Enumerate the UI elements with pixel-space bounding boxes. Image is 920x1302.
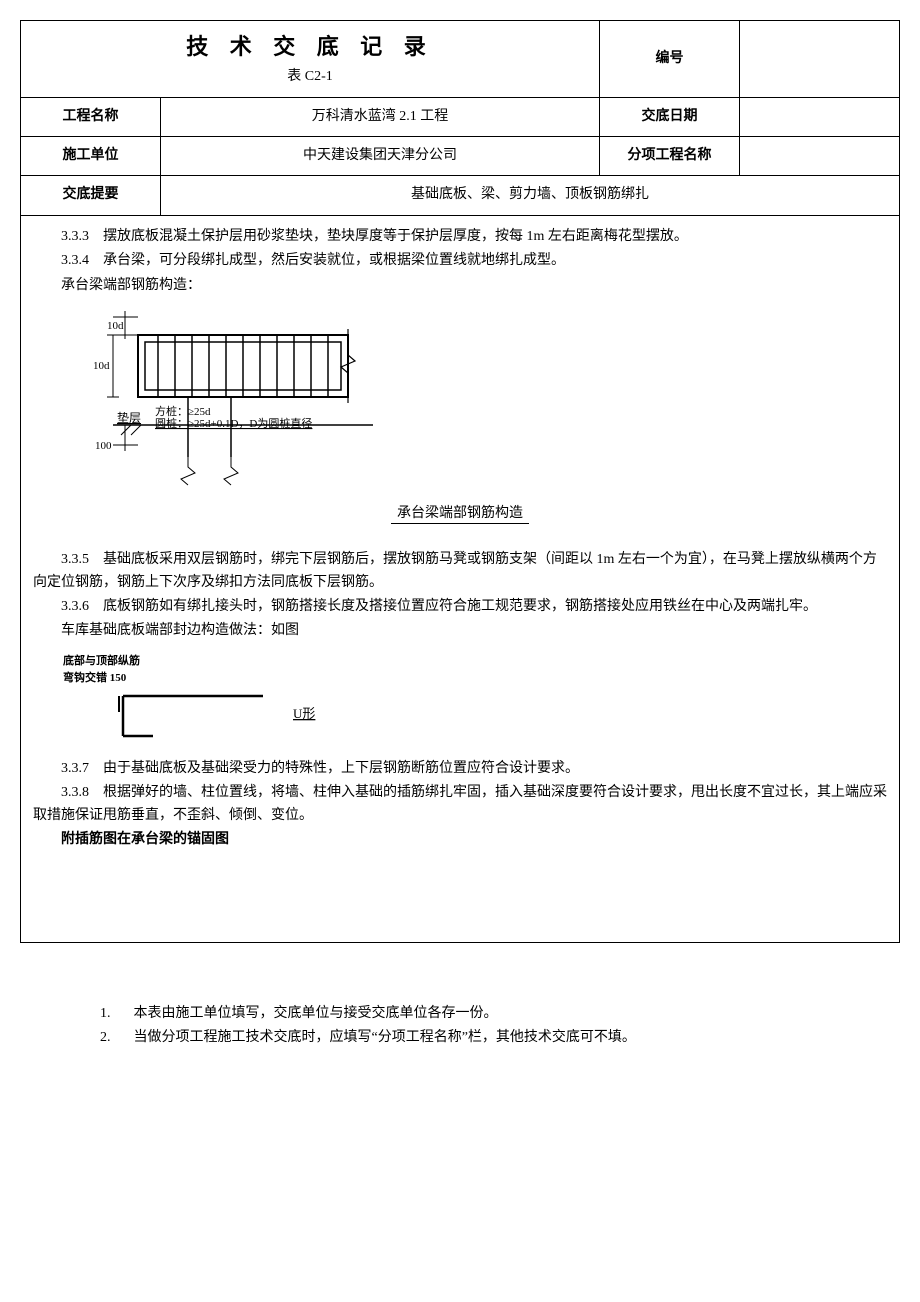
note1-text: 本表由施工单位填写，交底单位与接受交底单位各存一份。: [134, 1006, 498, 1021]
document-page: 技 术 交 底 记 录 表 C2-1 编号 工程名称 万科清水蓝湾 2.1 工程…: [20, 20, 900, 1049]
row2-value2: [740, 136, 900, 175]
note2-text: 当做分项工程施工技术交底时，应填写“分项工程名称”栏，其他技术交底可不填。: [134, 1030, 636, 1045]
row1-value2: [740, 97, 900, 136]
row2-value: 中天建设集团天津分公司: [161, 136, 600, 175]
u-shape-rebar-diagram-icon: U形: [63, 688, 363, 748]
para-338: 3.3.8 根据弹好的墙、柱位置线，将墙、柱伸入基础的插筋绑扎牢固，插入基础深度…: [33, 782, 887, 827]
footer-note-1: 1. 本表由施工单位填写，交底单位与接受交底单位各存一份。: [100, 1003, 900, 1025]
doc-title: 技 术 交 底 记 录: [33, 29, 587, 64]
content-cell: 3.3.3 摆放底板混凝土保护层用砂浆垫块，垫块厚度等于保护层厚度，按每 1m …: [21, 215, 900, 942]
row2-label: 施工单位: [21, 136, 161, 175]
table-code: 表 C2-1: [33, 66, 587, 88]
para-335: 3.3.5 基础底板采用双层钢筋时，绑完下层钢筋后，摆放钢筋马凳或钢筋支架（间距…: [33, 549, 887, 594]
content-spacer: [33, 854, 887, 934]
summary-label: 交底提要: [21, 176, 161, 215]
dim-left: 10d: [93, 360, 110, 372]
diagram-2: 底部与顶部纵筋 弯钩交错 150 U形: [63, 653, 887, 748]
header-table: 技 术 交 底 记 录 表 C2-1 编号 工程名称 万科清水蓝湾 2.1 工程…: [20, 20, 900, 943]
para-333: 3.3.3 摆放底板混凝土保护层用砂浆垫块，垫块厚度等于保护层厚度，按每 1m …: [33, 226, 887, 248]
summary-value: 基础底板、梁、剪力墙、顶板钢筋绑扎: [161, 176, 900, 215]
para-334-sub: 承台梁端部钢筋构造：: [33, 275, 887, 297]
bed-layer-label: 垫层: [117, 410, 141, 425]
note2-num: 2.: [100, 1027, 130, 1049]
para-338-sub: 附插筋图在承台梁的锚固图: [33, 829, 887, 851]
diagram-1: 10d 10d: [83, 307, 887, 487]
number-label: 编号: [600, 21, 740, 98]
footer-note-2: 2. 当做分项工程施工技术交底时，应填写“分项工程名称”栏，其他技术交底可不填。: [100, 1027, 900, 1049]
diagram1-caption: 承台梁端部钢筋构造: [391, 504, 529, 524]
diagram1-caption-wrap: 承台梁端部钢筋构造: [33, 503, 887, 525]
title-cell: 技 术 交 底 记 录 表 C2-1: [21, 21, 600, 98]
row2-label2: 分项工程名称: [600, 136, 740, 175]
yuan-label: 圆桩：≥25d+0.1D，D为圆桩直径: [155, 416, 312, 430]
u-label: U形: [293, 706, 315, 721]
fang-label: 方桩：≥25d: [155, 404, 211, 418]
number-value: [740, 21, 900, 98]
note1-num: 1.: [100, 1003, 130, 1025]
diagram2-label1: 底部与顶部纵筋: [63, 653, 887, 671]
para-336-sub: 车库基础底板端部封边构造做法：如图: [33, 620, 887, 642]
row1-value: 万科清水蓝湾 2.1 工程: [161, 97, 600, 136]
diagram2-label2: 弯钩交错 150: [63, 670, 887, 688]
footer-notes: 1. 本表由施工单位填写，交底单位与接受交底单位各存一份。 2. 当做分项工程施…: [20, 1003, 900, 1050]
row1-label2: 交底日期: [600, 97, 740, 136]
beam-end-rebar-diagram-icon: 10d 10d: [83, 307, 403, 487]
row1-label: 工程名称: [21, 97, 161, 136]
para-337: 3.3.7 由于基础底板及基础梁受力的特殊性，上下层钢筋断筋位置应符合设计要求。: [33, 758, 887, 780]
dim-top: 10d: [107, 320, 124, 332]
para-334: 3.3.4 承台梁，可分段绑扎成型，然后安装就位，或根据梁位置线就地绑扎成型。: [33, 250, 887, 272]
dim-bottom: 100: [95, 440, 112, 452]
para-336: 3.3.6 底板钢筋如有绑扎接头时，钢筋搭接长度及搭接位置应符合施工规范要求，钢…: [33, 596, 887, 618]
